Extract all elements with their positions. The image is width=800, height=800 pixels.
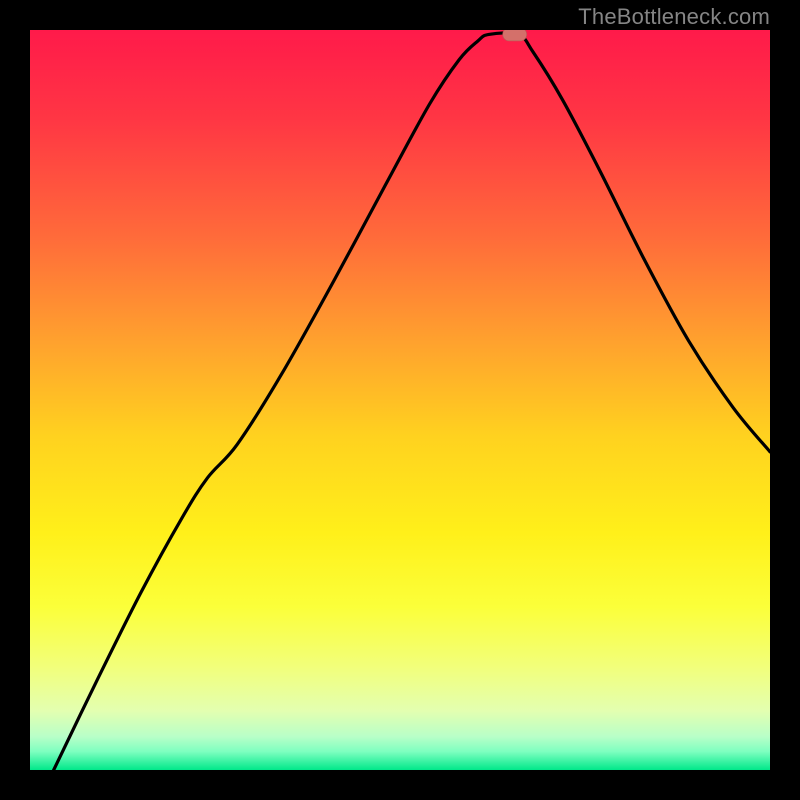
chart-frame: TheBottleneck.com [0, 0, 800, 800]
optimum-marker [503, 30, 527, 41]
watermark-text: TheBottleneck.com [578, 4, 770, 30]
gradient-background [30, 30, 770, 770]
bottleneck-chart [30, 30, 770, 770]
